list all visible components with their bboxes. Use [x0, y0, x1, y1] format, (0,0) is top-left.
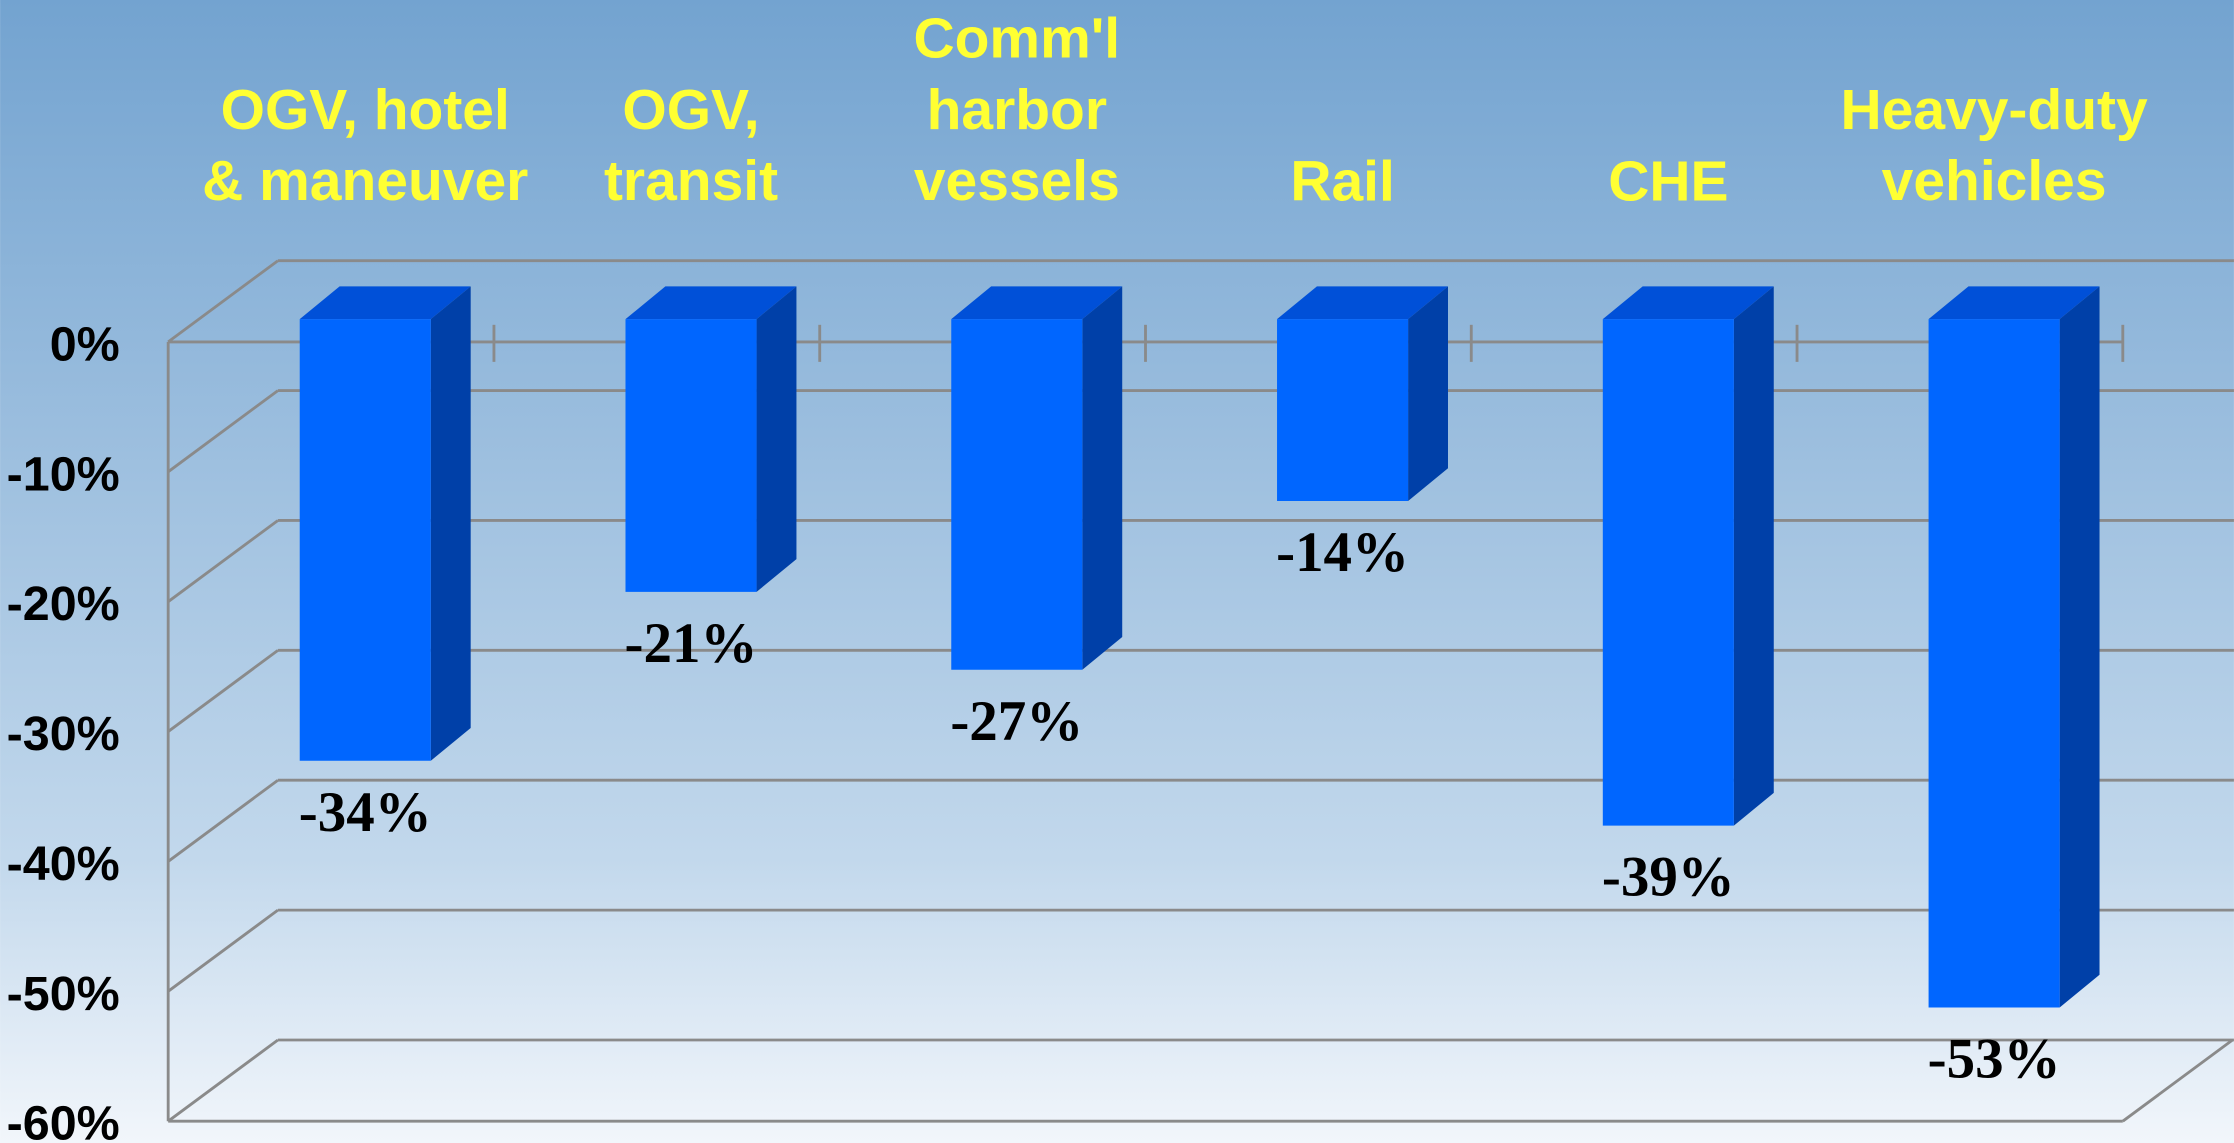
value-label: -34%: [299, 781, 432, 844]
bar-front: [1928, 319, 2060, 1008]
value-label: -21%: [625, 612, 758, 675]
bar-top: [299, 286, 471, 320]
floor-line: [2121, 1038, 2234, 1123]
bar: [1928, 286, 2100, 1008]
y-tick-label: 0%: [50, 317, 120, 371]
y-tick-label: -20%: [7, 577, 120, 631]
x-tick-label: OGV, hotel & maneuver: [202, 78, 528, 213]
bar-front: [1277, 319, 1409, 501]
bar-front: [1602, 319, 1734, 826]
bar: [625, 286, 797, 592]
x-tick-label: Heavy-duty vehicles: [1841, 78, 2148, 213]
y-tick-label: -10%: [7, 447, 120, 501]
bar-side: [1082, 286, 1123, 670]
grid-line: [167, 389, 279, 473]
bar: [299, 286, 471, 761]
bar-front: [951, 319, 1083, 670]
bar-side: [1733, 286, 1774, 826]
bar-side: [1408, 286, 1448, 501]
value-label: -14%: [1276, 521, 1409, 584]
grid-line: [167, 1038, 279, 1123]
bar: [951, 286, 1123, 670]
value-label: -27%: [950, 690, 1083, 753]
y-tick-label: -60%: [7, 1097, 120, 1143]
x-tick-label: Rail: [1290, 149, 1394, 213]
grid-line: [167, 259, 279, 344]
bar-top: [1602, 286, 1774, 320]
grid-line: [167, 649, 279, 733]
grid-line: [167, 779, 279, 863]
value-label: -39%: [1602, 846, 1735, 909]
value-label: -53%: [1928, 1028, 2061, 1091]
bar-top: [951, 286, 1123, 320]
bar-side: [430, 286, 471, 761]
y-tick-label: -30%: [7, 707, 120, 761]
bar-front: [625, 319, 757, 592]
bar-side: [756, 286, 797, 592]
bar-top: [1277, 286, 1448, 320]
bar-top: [625, 286, 797, 320]
x-tick-label: CHE: [1608, 149, 1728, 213]
y-tick-label: -50%: [7, 967, 120, 1021]
bar-side: [2059, 286, 2100, 1008]
y-tick-label: -40%: [7, 837, 120, 891]
bar-front: [299, 319, 431, 761]
bar: [1602, 286, 1774, 826]
x-tick-label: Comm'l harbor vessels: [913, 7, 1120, 213]
bar-top: [1928, 286, 2100, 320]
x-tick-label: OGV, transit: [604, 78, 778, 213]
grid-line: [167, 908, 279, 993]
bar: [1277, 286, 1448, 501]
grid-line: [167, 519, 279, 603]
